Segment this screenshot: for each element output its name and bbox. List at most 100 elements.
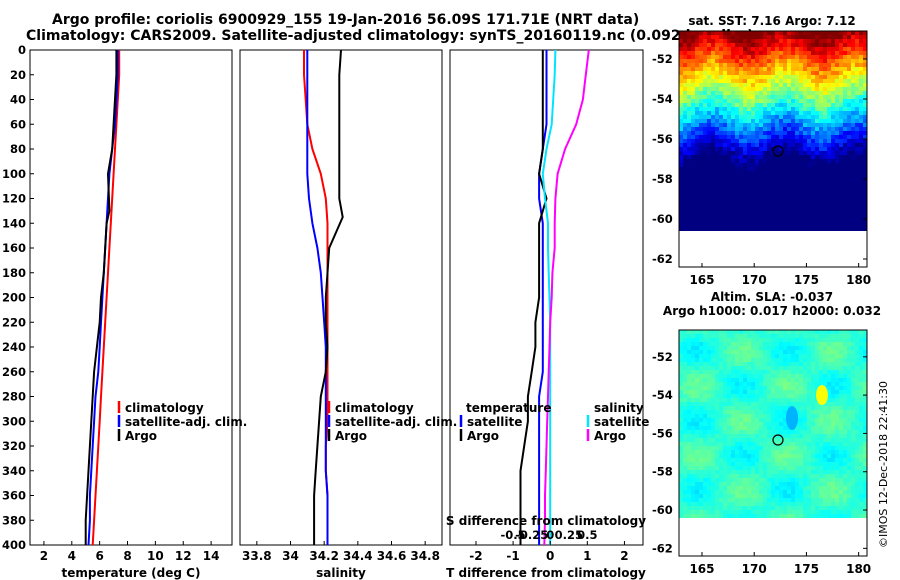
sst-cell <box>707 95 711 99</box>
sst-cell <box>775 35 779 39</box>
legend-argo-label: Argo <box>335 429 367 443</box>
sla-cell <box>683 434 687 438</box>
sst-cell <box>819 87 823 91</box>
sla-cell <box>755 394 759 398</box>
sla-cell <box>859 466 863 470</box>
sst-cell <box>771 111 775 115</box>
sst-cell <box>835 47 839 51</box>
sla-cell <box>687 426 691 430</box>
sla-cell <box>687 478 691 482</box>
sst-cell <box>779 155 783 159</box>
sla-cell <box>839 370 843 374</box>
sst-cell <box>715 191 719 195</box>
sla-cell <box>855 466 859 470</box>
sla-cell <box>795 438 799 442</box>
sst-cell <box>735 111 739 115</box>
sla-cell <box>759 386 763 390</box>
sst-cell <box>739 223 743 227</box>
sla-cell <box>823 366 827 370</box>
sst-cell <box>799 171 803 175</box>
sst-cell <box>799 223 803 227</box>
sla-cell <box>755 350 759 354</box>
sla-cell <box>795 434 799 438</box>
sla-cell <box>827 426 831 430</box>
sst-cell <box>827 51 831 55</box>
sla-cell <box>823 410 827 414</box>
sst-cell <box>723 155 727 159</box>
sla-cell <box>771 442 775 446</box>
sla-cell <box>795 442 799 446</box>
sst-cell <box>783 75 787 79</box>
sst-cell <box>731 159 735 163</box>
sst-cell <box>807 55 811 59</box>
sla-cell <box>711 514 715 518</box>
sst-cell <box>743 43 747 47</box>
sla-cell <box>835 430 839 434</box>
sst-cell <box>835 43 839 47</box>
sla-cell <box>859 338 863 342</box>
sla-cell <box>855 502 859 506</box>
sla-cell <box>779 502 783 506</box>
sla-cell <box>827 450 831 454</box>
sst-cell <box>851 47 855 51</box>
sla-cell <box>859 330 863 334</box>
sst-cell <box>719 147 723 151</box>
sla-cell <box>827 406 831 410</box>
sst-cell <box>703 59 707 63</box>
sst-cell <box>703 127 707 131</box>
sla-cell <box>823 426 827 430</box>
sla-cell <box>771 406 775 410</box>
sst-cell <box>727 47 731 51</box>
sla-cell <box>859 366 863 370</box>
sla-cell <box>815 378 819 382</box>
sla-cell <box>799 358 803 362</box>
sla-cell <box>847 510 851 514</box>
sst-cell <box>743 79 747 83</box>
sla-cell <box>819 422 823 426</box>
sst-cell <box>723 135 727 139</box>
sst-cell <box>703 207 707 211</box>
sla-cell <box>775 390 779 394</box>
sst-cell <box>743 119 747 123</box>
sla-cell <box>743 438 747 442</box>
sla-cell <box>691 422 695 426</box>
sst-cell <box>755 151 759 155</box>
sst-cell <box>775 111 779 115</box>
sla-cell <box>767 498 771 502</box>
sst-cell <box>851 191 855 195</box>
sst-cell <box>787 171 791 175</box>
sst-cell <box>755 183 759 187</box>
sla-cell <box>779 494 783 498</box>
sst-cell <box>823 151 827 155</box>
sst-cell <box>719 67 723 71</box>
sst-cell <box>679 35 683 39</box>
sla-cell <box>799 414 803 418</box>
sla-cell <box>719 422 723 426</box>
sst-cell <box>771 179 775 183</box>
sla-cell <box>763 350 767 354</box>
sla-cell <box>855 406 859 410</box>
sst-cell <box>695 223 699 227</box>
sla-cell <box>743 478 747 482</box>
sla-cell <box>715 494 719 498</box>
sst-cell <box>831 95 835 99</box>
sla-cell <box>831 478 835 482</box>
sst-cell <box>683 63 687 67</box>
sst-cell <box>775 39 779 43</box>
sst-cell <box>711 79 715 83</box>
sst-cell <box>691 107 695 111</box>
sst-cell <box>831 179 835 183</box>
sst-cell <box>859 143 863 147</box>
sst-cell <box>855 87 859 91</box>
sla-cell <box>847 334 851 338</box>
sst-cell <box>739 187 743 191</box>
sla-cell <box>711 426 715 430</box>
sst-cell <box>703 47 707 51</box>
sst-cell <box>847 183 851 187</box>
sst-cell <box>703 175 707 179</box>
sst-cell <box>779 227 783 231</box>
sst-cell <box>835 175 839 179</box>
sla-cell <box>711 358 715 362</box>
sst-cell <box>731 103 735 107</box>
sla-cell <box>855 346 859 350</box>
